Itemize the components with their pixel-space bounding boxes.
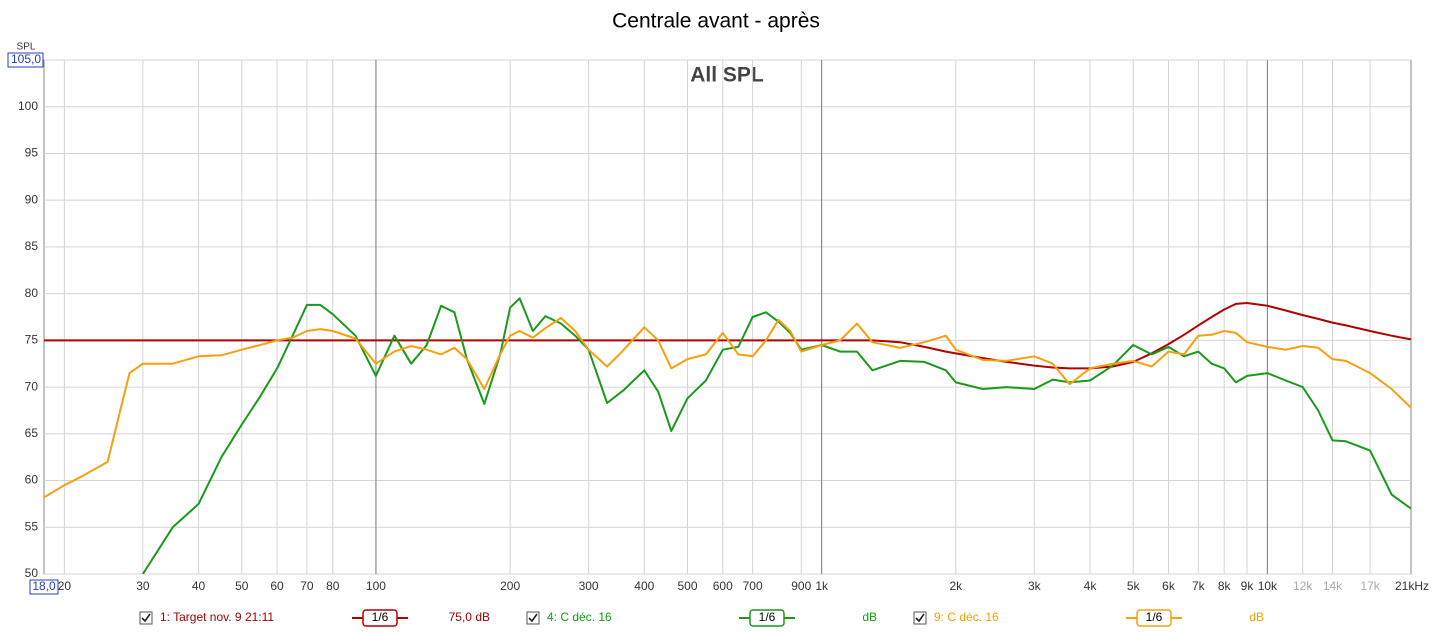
legend-name: 9: C déc. 16 bbox=[934, 610, 999, 624]
x-tick-label: 5k bbox=[1127, 579, 1141, 593]
y-tick-label: 90 bbox=[25, 192, 39, 206]
legend-checkbox[interactable] bbox=[139, 611, 153, 625]
y-tick-label: 75 bbox=[25, 333, 39, 347]
x-tick-label: 2k bbox=[949, 579, 963, 593]
x-tick-label: 100 bbox=[366, 579, 386, 593]
x-tick-label: 9k bbox=[1241, 579, 1255, 593]
x-tick-label: 30 bbox=[136, 579, 150, 593]
x-tick-label: 6k bbox=[1162, 579, 1176, 593]
y-axis-label: SPL bbox=[17, 42, 36, 53]
y-tick-label: 65 bbox=[25, 426, 39, 440]
legend-smoothing-box bbox=[749, 609, 785, 627]
legend-smoothing-box bbox=[362, 609, 398, 627]
x-tick-label: 21kHz bbox=[1395, 579, 1429, 593]
x-tick-label: 60 bbox=[270, 579, 284, 593]
legend-checkmark bbox=[528, 613, 538, 623]
x-limit-box bbox=[29, 579, 59, 595]
legend-name: 1: Target nov. 9 21:11 bbox=[160, 610, 274, 624]
y-tick-label: 80 bbox=[25, 286, 39, 300]
legend-smoothing: 1/6 bbox=[372, 610, 389, 624]
legend-smoothing: 1/6 bbox=[759, 610, 776, 624]
y-tick-label: 95 bbox=[25, 146, 39, 160]
y-tick-label: 55 bbox=[25, 519, 39, 533]
x-tick-label: 10k bbox=[1258, 579, 1278, 593]
x-tick-label: 14k bbox=[1323, 579, 1343, 593]
y-tick-label: 60 bbox=[25, 473, 39, 487]
chart-title: Centrale avant - après bbox=[612, 10, 820, 33]
x-tick-label: 12k bbox=[1293, 579, 1313, 593]
x-tick-label: 7k bbox=[1192, 579, 1206, 593]
x-tick-label: 1k bbox=[815, 579, 829, 593]
legend-smoothing: 1/6 bbox=[1146, 610, 1163, 624]
x-tick-label: 4k bbox=[1084, 579, 1098, 593]
x-tick-label: 700 bbox=[743, 579, 763, 593]
x-tick-label: 18,0 bbox=[32, 579, 56, 593]
x-tick-label: 500 bbox=[677, 579, 697, 593]
x-tick-label: 200 bbox=[500, 579, 520, 593]
y-limit-box bbox=[7, 52, 44, 68]
grid bbox=[44, 59, 1411, 575]
series-line bbox=[142, 297, 1411, 574]
series-line bbox=[44, 316, 1411, 499]
legend-smoothing-box bbox=[1136, 609, 1172, 627]
legend-name: 4: C déc. 16 bbox=[547, 610, 612, 624]
y-tick-label: 100 bbox=[18, 99, 38, 113]
x-tick-label: 400 bbox=[634, 579, 654, 593]
plot-area bbox=[43, 59, 1412, 575]
legend-level: dB bbox=[1249, 610, 1264, 624]
x-tick-label: 50 bbox=[235, 579, 249, 593]
series-group bbox=[44, 297, 1411, 574]
legend-checkbox[interactable] bbox=[913, 611, 927, 625]
legend-checkbox[interactable] bbox=[526, 611, 540, 625]
x-tick-label: 300 bbox=[579, 579, 599, 593]
legend-checkmark bbox=[141, 613, 151, 623]
x-tick-label: 900 bbox=[791, 579, 811, 593]
legend-checkmark bbox=[915, 613, 925, 623]
y-tick-label: 70 bbox=[25, 379, 39, 393]
legend-level: dB bbox=[862, 610, 877, 624]
series-line bbox=[44, 302, 1411, 370]
y-tick-label: 105,0 bbox=[11, 52, 41, 66]
x-tick-label: 600 bbox=[713, 579, 733, 593]
x-tick-label: 8k bbox=[1218, 579, 1232, 593]
x-tick-label: 40 bbox=[192, 579, 206, 593]
x-tick-label: 80 bbox=[326, 579, 340, 593]
x-tick-label: 20 bbox=[58, 579, 72, 593]
x-tick-label: 70 bbox=[300, 579, 314, 593]
annotation: All SPL bbox=[690, 64, 764, 87]
x-tick-label: 3k bbox=[1028, 579, 1042, 593]
y-tick-label: 50 bbox=[25, 566, 39, 580]
x-tick-label: 17k bbox=[1360, 579, 1380, 593]
y-tick-label: 85 bbox=[25, 239, 39, 253]
legend-level: 75,0 dB bbox=[449, 610, 490, 624]
